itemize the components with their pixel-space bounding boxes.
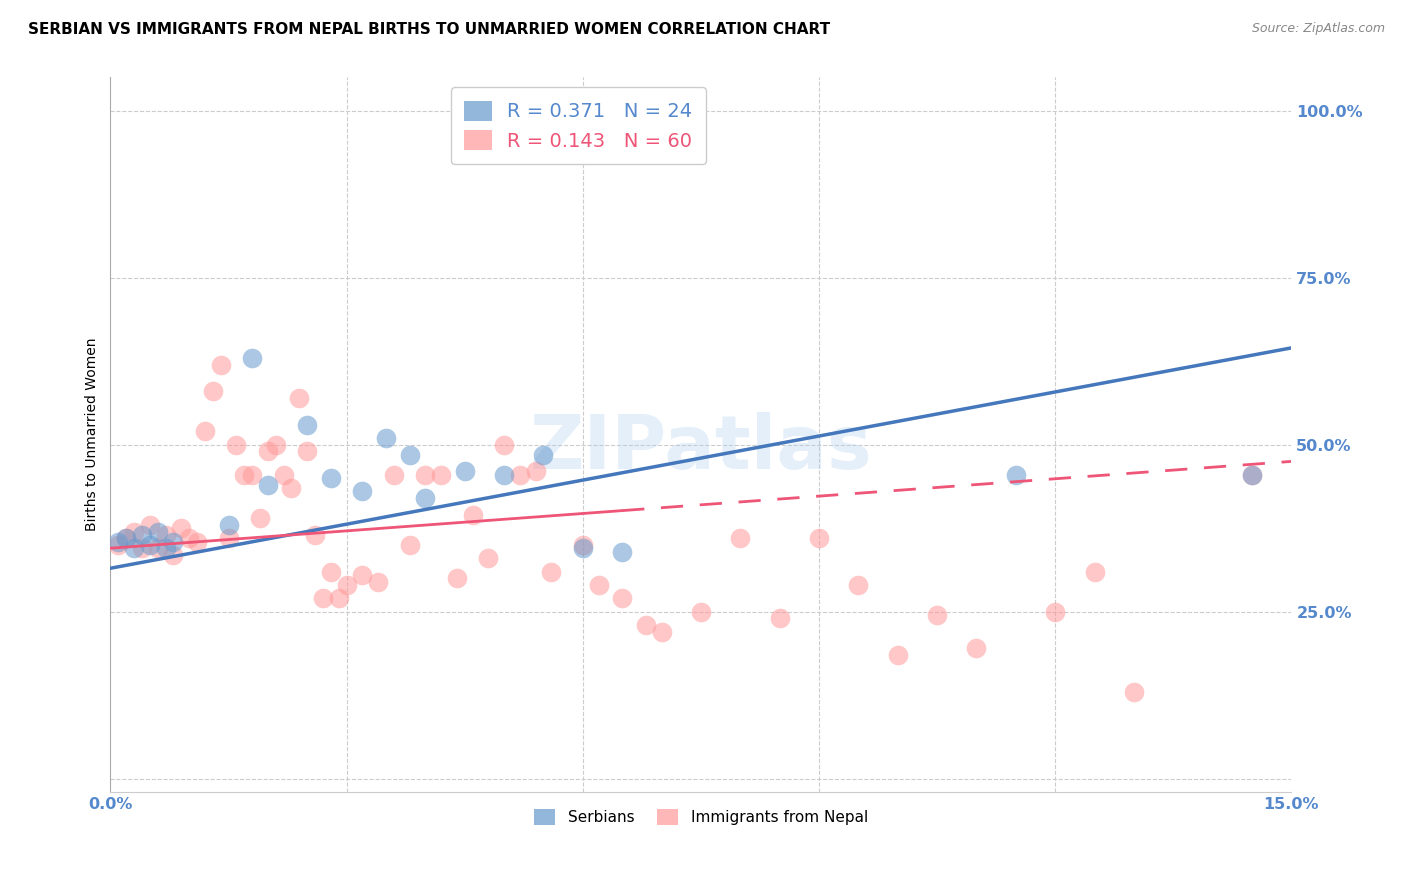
Point [848, 578, 870, 592]
Point [494, 438, 516, 452]
Point [730, 531, 752, 545]
Point [162, 534, 184, 549]
Point [1240, 467, 1263, 482]
Point [194, 425, 217, 439]
Point [808, 531, 831, 545]
Point [367, 574, 389, 589]
Point [115, 531, 138, 545]
Point [218, 531, 240, 545]
Point [249, 511, 271, 525]
Point [319, 471, 342, 485]
Point [572, 541, 595, 556]
Point [454, 465, 477, 479]
Point [115, 531, 138, 545]
Point [634, 618, 657, 632]
Point [179, 531, 201, 545]
Point [201, 384, 224, 399]
Point [612, 591, 634, 606]
Point [218, 517, 240, 532]
Point [131, 528, 153, 542]
Point [264, 438, 287, 452]
Point [122, 524, 145, 539]
Point [107, 538, 129, 552]
Point [155, 541, 177, 556]
Point [240, 467, 263, 482]
Point [524, 465, 547, 479]
Point [288, 391, 311, 405]
Point [319, 565, 342, 579]
Point [186, 534, 208, 549]
Point [240, 351, 263, 365]
Point [375, 431, 398, 445]
Point [509, 467, 531, 482]
Point [1240, 467, 1263, 482]
Point [927, 607, 949, 622]
Point [382, 467, 405, 482]
Point [415, 467, 437, 482]
Point [225, 438, 247, 452]
Point [139, 538, 162, 552]
Point [139, 517, 162, 532]
Point [769, 611, 792, 625]
Point [1004, 467, 1026, 482]
Point [146, 524, 169, 539]
Point [1083, 565, 1105, 579]
Point [446, 571, 468, 585]
Point [312, 591, 335, 606]
Point [297, 444, 319, 458]
Point [328, 591, 350, 606]
Text: SERBIAN VS IMMIGRANTS FROM NEPAL BIRTHS TO UNMARRIED WOMEN CORRELATION CHART: SERBIAN VS IMMIGRANTS FROM NEPAL BIRTHS … [28, 22, 831, 37]
Point [1122, 685, 1144, 699]
Y-axis label: Births to Unmarried Women: Births to Unmarried Women [86, 338, 100, 532]
Text: Source: ZipAtlas.com: Source: ZipAtlas.com [1251, 22, 1385, 36]
Point [107, 534, 129, 549]
Legend: Serbians, Immigrants from Nepal: Serbians, Immigrants from Nepal [524, 800, 877, 834]
Point [233, 467, 256, 482]
Point [146, 541, 169, 556]
Point [430, 467, 453, 482]
Point [588, 578, 610, 592]
Point [887, 648, 910, 662]
Point [257, 444, 280, 458]
Point [280, 481, 302, 495]
Point [398, 538, 420, 552]
Point [690, 605, 713, 619]
Point [965, 641, 987, 656]
Point [209, 358, 232, 372]
Point [122, 541, 145, 556]
Point [651, 624, 673, 639]
Point [494, 467, 516, 482]
Point [612, 544, 634, 558]
Point [155, 528, 177, 542]
Point [170, 521, 193, 535]
Point [352, 568, 374, 582]
Point [572, 538, 595, 552]
Point [352, 484, 374, 499]
Point [477, 551, 499, 566]
Point [398, 448, 420, 462]
Point [131, 541, 153, 556]
Point [273, 467, 295, 482]
Point [336, 578, 359, 592]
Point [304, 528, 326, 542]
Point [415, 491, 437, 505]
Text: ZIPatlas: ZIPatlas [530, 412, 872, 485]
Point [297, 417, 319, 432]
Point [533, 448, 555, 462]
Point [1043, 605, 1066, 619]
Point [461, 508, 484, 522]
Point [540, 565, 562, 579]
Point [257, 477, 280, 491]
Point [162, 548, 184, 562]
